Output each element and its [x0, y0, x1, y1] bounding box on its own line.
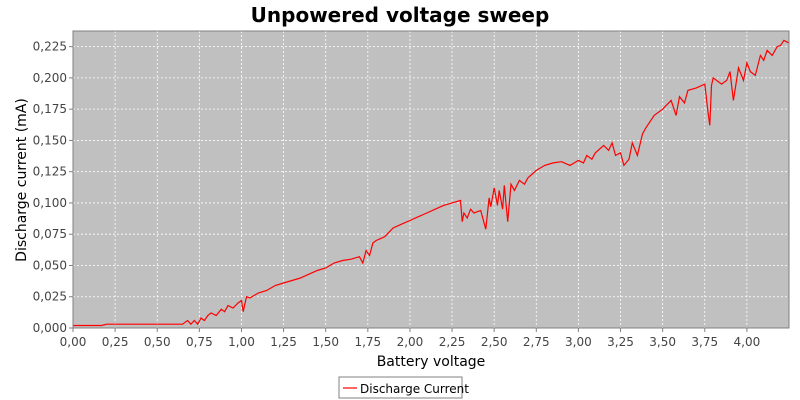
legend: Discharge Current: [338, 376, 469, 399]
plot-area: [73, 31, 789, 328]
y-tick-label: 0,175: [33, 102, 67, 116]
x-tick-label: 3,00: [565, 335, 592, 349]
y-tick-label: 0,025: [33, 290, 67, 304]
x-tick-label: 4,00: [734, 335, 761, 349]
x-tick-label: 0,50: [144, 335, 171, 349]
y-tick-label: 0,225: [33, 40, 67, 54]
legend-label: Discharge Current: [360, 382, 469, 396]
y-axis-label: Discharge current (mA): [14, 98, 30, 262]
x-tick-label: 1,25: [270, 335, 297, 349]
series-line-discharge-current: [73, 39, 790, 327]
legend-box: [338, 376, 463, 399]
x-axis: 0,00 0,25 0,50 0,75 1,00 1,25 1,50 1,75 2,00 2,25…: [60, 328, 761, 349]
x-tick-label: 2,00: [397, 335, 424, 349]
x-tick-label: 2,25: [439, 335, 466, 349]
x-tick-label: 2,75: [523, 335, 550, 349]
x-tick-label: 3,75: [691, 335, 718, 349]
x-tick-label: 2,50: [481, 335, 508, 349]
y-tick-label: 0,125: [33, 165, 67, 179]
x-tick-label: 1,00: [228, 335, 255, 349]
x-tick-label: 3,25: [607, 335, 634, 349]
y-tick-label: 0,050: [33, 258, 67, 272]
x-tick-label: 0,25: [102, 335, 129, 349]
y-axis: 0,000 0,025 0,050 0,075 0,100 0,125 0,150 0,175…: [33, 40, 73, 335]
plot-border: [72, 30, 790, 329]
x-axis-label: Battery voltage: [377, 354, 486, 370]
y-tick-label: 0,100: [33, 196, 67, 210]
x-tick-label: 0,00: [60, 335, 87, 349]
x-tick-label: 1,75: [354, 335, 381, 349]
y-tick-label: 0,150: [33, 133, 67, 147]
chart-title: Unpowered voltage sweep: [251, 3, 550, 27]
y-tick-label: 0,200: [33, 71, 67, 85]
x-tick-label: 0,75: [186, 335, 213, 349]
grid-lines: [72, 31, 789, 329]
x-tick-label: 1,50: [312, 335, 339, 349]
x-tick-label: 3,50: [649, 335, 676, 349]
y-tick-label: 0,000: [33, 321, 67, 335]
y-tick-label: 0,075: [33, 227, 67, 241]
